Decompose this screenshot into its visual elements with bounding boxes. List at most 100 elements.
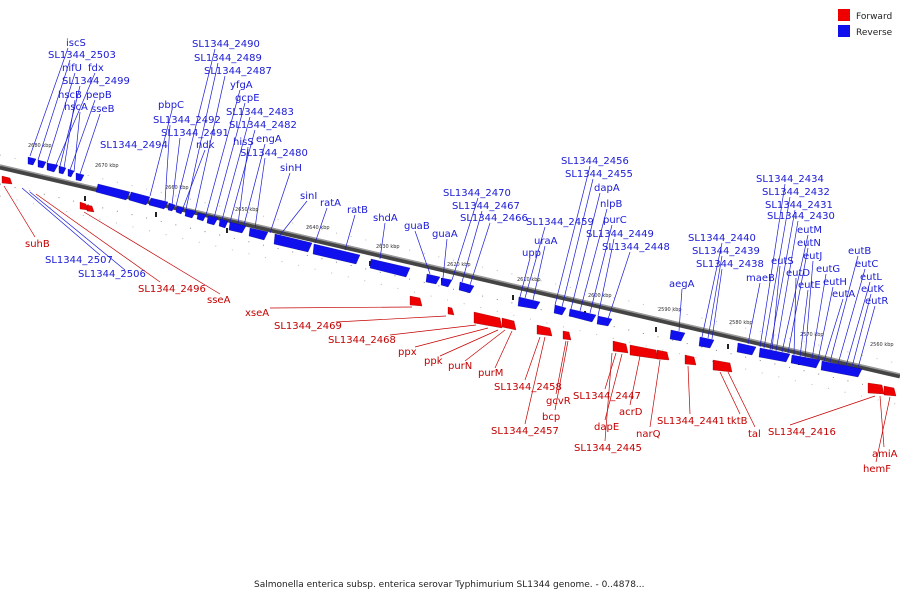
gene-feature[interactable]: [736, 342, 757, 356]
gene-label[interactable]: SL1344_2459: [526, 217, 594, 228]
gene-feature[interactable]: [473, 311, 503, 329]
gene-label[interactable]: SL1344_2507: [45, 255, 113, 266]
gene-label[interactable]: ndk: [196, 140, 215, 151]
gene-feature[interactable]: [206, 215, 219, 226]
gene-label[interactable]: eutD: [786, 268, 810, 279]
gene-label[interactable]: maeB: [746, 273, 775, 284]
gene-label[interactable]: hscB: [58, 90, 82, 101]
gene-label[interactable]: SL1344_2456: [561, 156, 629, 167]
gene-label[interactable]: SL1344_2441: [657, 416, 725, 427]
gene-label[interactable]: SL1344_2439: [692, 246, 760, 257]
gene-label[interactable]: sseA: [207, 295, 231, 306]
gene-feature[interactable]: [517, 296, 541, 310]
gene-feature[interactable]: [167, 202, 176, 212]
gene-feature[interactable]: [536, 324, 553, 337]
gene-label[interactable]: ratB: [347, 205, 368, 216]
gene-label[interactable]: SL1344_2438: [696, 259, 764, 270]
gene-label[interactable]: SL1344_2489: [194, 53, 262, 64]
gene-label[interactable]: SL1344_2487: [204, 66, 272, 77]
gene-feature[interactable]: [228, 221, 247, 234]
gene-label[interactable]: guaA: [432, 229, 458, 240]
gene-label[interactable]: tal: [748, 429, 761, 440]
gene-label[interactable]: SL1344_2469: [274, 321, 342, 332]
gene-label[interactable]: acrD: [619, 407, 643, 418]
gene-label[interactable]: SL1344_2467: [452, 201, 520, 212]
gene-label[interactable]: suhB: [25, 239, 50, 250]
gene-label[interactable]: purN: [448, 361, 472, 372]
gene-label[interactable]: SL1344_2457: [491, 426, 559, 437]
gene-label[interactable]: aegA: [669, 279, 695, 290]
gene-feature[interactable]: [79, 201, 89, 211]
gene-feature[interactable]: [790, 354, 821, 369]
gene-label[interactable]: SL1344_2492: [153, 115, 221, 126]
gene-feature[interactable]: [37, 159, 47, 169]
gene-label[interactable]: narQ: [636, 429, 661, 440]
gene-label[interactable]: eutL: [860, 272, 882, 283]
gene-feature[interactable]: [568, 308, 597, 323]
gene-feature[interactable]: [409, 295, 423, 307]
gene-label[interactable]: amiA: [872, 449, 898, 460]
gene-label[interactable]: sinI: [300, 191, 317, 202]
gene-label[interactable]: SL1344_2496: [138, 284, 206, 295]
gene-feature[interactable]: [596, 315, 613, 327]
gene-label[interactable]: shdA: [373, 213, 398, 224]
gene-label[interactable]: SL1344_2468: [328, 335, 396, 346]
gene-label[interactable]: gcvR: [546, 396, 571, 407]
gene-feature[interactable]: [629, 344, 659, 360]
gene-feature[interactable]: [669, 329, 686, 342]
gene-label[interactable]: engA: [256, 134, 282, 145]
gene-label[interactable]: SL1344_2480: [240, 148, 308, 159]
gene-feature[interactable]: [58, 165, 67, 175]
gene-label[interactable]: eutB: [848, 246, 871, 257]
gene-label[interactable]: eutR: [865, 296, 888, 307]
gene-label[interactable]: eutC: [855, 259, 878, 270]
gene-label[interactable]: hscA: [64, 102, 88, 113]
gene-label[interactable]: SL1344_2503: [48, 50, 116, 61]
gene-label[interactable]: eutA: [832, 289, 855, 300]
gene-label[interactable]: ppx: [398, 347, 417, 358]
gene-feature[interactable]: [447, 306, 455, 316]
gene-feature[interactable]: [758, 347, 791, 363]
gene-label[interactable]: gcpE: [235, 93, 260, 104]
gene-label[interactable]: sseB: [91, 104, 115, 115]
gene-label[interactable]: pbpC: [158, 100, 184, 111]
gene-label[interactable]: purC: [603, 215, 627, 226]
gene-feature[interactable]: [458, 281, 475, 294]
gene-label[interactable]: bcp: [542, 412, 560, 423]
gene-feature[interactable]: [86, 204, 95, 213]
gene-label[interactable]: SL1344_2491: [161, 128, 229, 139]
gene-feature[interactable]: [698, 336, 715, 349]
gene-feature[interactable]: [184, 208, 197, 219]
gene-feature[interactable]: [883, 385, 897, 397]
gene-feature[interactable]: [425, 273, 441, 285]
gene-label[interactable]: upp: [522, 248, 541, 259]
gene-label[interactable]: nlpB: [600, 199, 622, 210]
gene-label[interactable]: SL1344_2466: [460, 213, 528, 224]
gene-feature[interactable]: [273, 233, 313, 253]
gene-feature[interactable]: [248, 227, 269, 241]
gene-label[interactable]: ratA: [320, 198, 341, 209]
gene-label[interactable]: SL1344_2483: [226, 107, 294, 118]
gene-label[interactable]: hemF: [863, 464, 891, 475]
gene-label[interactable]: yfgA: [230, 80, 253, 91]
gene-label[interactable]: SL1344_2434: [756, 174, 824, 185]
gene-feature[interactable]: [501, 317, 517, 331]
gene-label[interactable]: SL1344_2455: [565, 169, 633, 180]
gene-label[interactable]: purM: [478, 368, 503, 379]
gene-label[interactable]: SL1344_2494: [100, 140, 168, 151]
gene-feature[interactable]: [612, 340, 629, 354]
gene-feature[interactable]: [128, 191, 151, 206]
gene-label[interactable]: tktB: [727, 416, 748, 427]
gene-label[interactable]: iscS: [66, 38, 86, 49]
gene-feature[interactable]: [175, 205, 185, 215]
gene-label[interactable]: eutJ: [803, 251, 822, 262]
gene-label[interactable]: eutG: [816, 264, 840, 275]
gene-feature[interactable]: [27, 156, 37, 166]
gene-feature[interactable]: [67, 168, 75, 178]
gene-feature[interactable]: [1, 175, 13, 185]
gene-label[interactable]: uraA: [534, 236, 558, 247]
gene-label[interactable]: dapE: [594, 422, 619, 433]
gene-label[interactable]: sinH: [280, 163, 302, 174]
gene-label[interactable]: fdx: [88, 63, 104, 74]
gene-feature[interactable]: [440, 277, 453, 288]
